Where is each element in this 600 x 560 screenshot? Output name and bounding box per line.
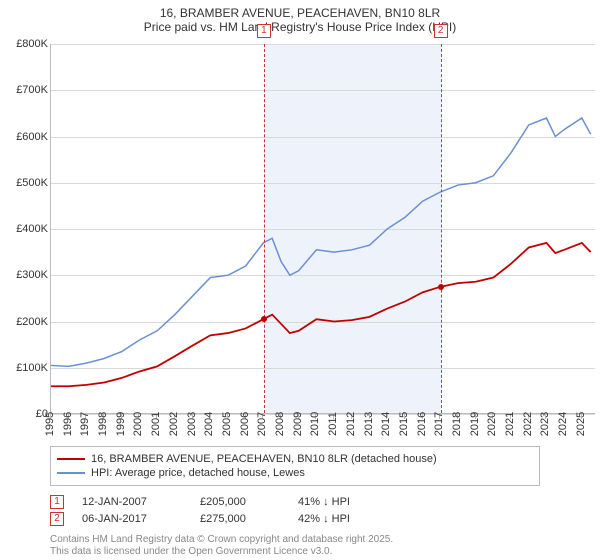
footer-line-2: This data is licensed under the Open Gov…	[50, 546, 393, 558]
x-tick-label: 2011	[327, 412, 339, 436]
title-line-1: 16, BRAMBER AVENUE, PEACEHAVEN, BN10 8LR	[0, 6, 600, 20]
marker-line	[441, 44, 442, 413]
y-tick-label: £100K	[16, 362, 48, 374]
footer-line-1: Contains HM Land Registry data © Crown c…	[50, 534, 393, 546]
x-tick-label: 1998	[97, 412, 109, 436]
x-tick-label: 1997	[79, 412, 91, 436]
x-tick-label: 2009	[292, 412, 304, 436]
sale-row: 2 06-JAN-2017 £275,000 42% ↓ HPI	[50, 512, 378, 526]
x-tick-label: 2023	[539, 412, 551, 436]
sale-index-box: 1	[50, 495, 64, 509]
x-tick-label: 2005	[221, 412, 233, 436]
chart-container: 16, BRAMBER AVENUE, PEACEHAVEN, BN10 8LR…	[0, 0, 600, 560]
y-tick-label: £600K	[16, 131, 48, 143]
sale-index-box: 2	[50, 512, 64, 526]
y-tick-label: £700K	[16, 84, 48, 96]
chart-title: 16, BRAMBER AVENUE, PEACEHAVEN, BN10 8LR…	[0, 0, 600, 38]
legend-swatch	[57, 458, 85, 460]
marker-index-box: 1	[257, 24, 271, 38]
sale-price: £205,000	[200, 496, 280, 508]
x-tick-label: 2000	[132, 412, 144, 436]
x-tick-label: 2021	[504, 412, 516, 436]
legend-item: HPI: Average price, detached house, Lewe…	[57, 467, 533, 479]
x-tick-label: 2003	[186, 412, 198, 436]
sale-date: 06-JAN-2017	[82, 513, 182, 525]
x-tick-label: 2016	[416, 412, 428, 436]
x-tick-label: 2014	[380, 412, 392, 436]
x-tick-label: 2001	[150, 412, 162, 436]
x-tick-label: 2007	[256, 412, 268, 436]
chart-lines	[51, 44, 595, 413]
x-tick-label: 2013	[363, 412, 375, 436]
x-tick-label: 2004	[203, 412, 215, 436]
x-tick-label: 1995	[44, 412, 56, 436]
sale-price: £275,000	[200, 513, 280, 525]
y-tick-label: £400K	[16, 223, 48, 235]
x-tick-label: 2006	[239, 412, 251, 436]
title-line-2: Price paid vs. HM Land Registry's House …	[0, 20, 600, 34]
legend-label: 16, BRAMBER AVENUE, PEACEHAVEN, BN10 8LR…	[91, 453, 437, 465]
x-tick-label: 1996	[62, 412, 74, 436]
sale-row: 1 12-JAN-2007 £205,000 41% ↓ HPI	[50, 495, 378, 509]
marker-line	[264, 44, 265, 413]
legend: 16, BRAMBER AVENUE, PEACEHAVEN, BN10 8LR…	[50, 446, 540, 486]
x-tick-label: 2008	[274, 412, 286, 436]
x-tick-label: 2002	[168, 412, 180, 436]
sale-date: 12-JAN-2007	[82, 496, 182, 508]
x-tick-label: 2012	[345, 412, 357, 436]
series-line	[51, 118, 591, 366]
y-tick-label: £500K	[16, 177, 48, 189]
x-tick-label: 2025	[575, 412, 587, 436]
sale-dot	[438, 284, 444, 290]
x-tick-label: 2017	[433, 412, 445, 436]
x-tick-label: 2022	[522, 412, 534, 436]
sale-diff: 41% ↓ HPI	[298, 496, 378, 508]
sale-dot	[261, 316, 267, 322]
legend-item: 16, BRAMBER AVENUE, PEACEHAVEN, BN10 8LR…	[57, 453, 533, 465]
x-tick-label: 1999	[115, 412, 127, 436]
x-tick-label: 2024	[557, 412, 569, 436]
plot-area: 12	[50, 44, 595, 414]
x-tick-label: 2019	[469, 412, 481, 436]
y-tick-label: £200K	[16, 316, 48, 328]
marker-index-box: 2	[434, 24, 448, 38]
sale-diff: 42% ↓ HPI	[298, 513, 378, 525]
footer: Contains HM Land Registry data © Crown c…	[50, 534, 393, 558]
x-tick-label: 2015	[398, 412, 410, 436]
sales-table: 1 12-JAN-2007 £205,000 41% ↓ HPI 2 06-JA…	[50, 492, 378, 529]
legend-swatch	[57, 472, 85, 474]
x-tick-label: 2020	[486, 412, 498, 436]
x-tick-label: 2018	[451, 412, 463, 436]
y-tick-label: £300K	[16, 269, 48, 281]
y-tick-label: £800K	[16, 38, 48, 50]
series-line	[51, 243, 591, 386]
legend-label: HPI: Average price, detached house, Lewe…	[91, 467, 305, 479]
x-tick-label: 2010	[309, 412, 321, 436]
